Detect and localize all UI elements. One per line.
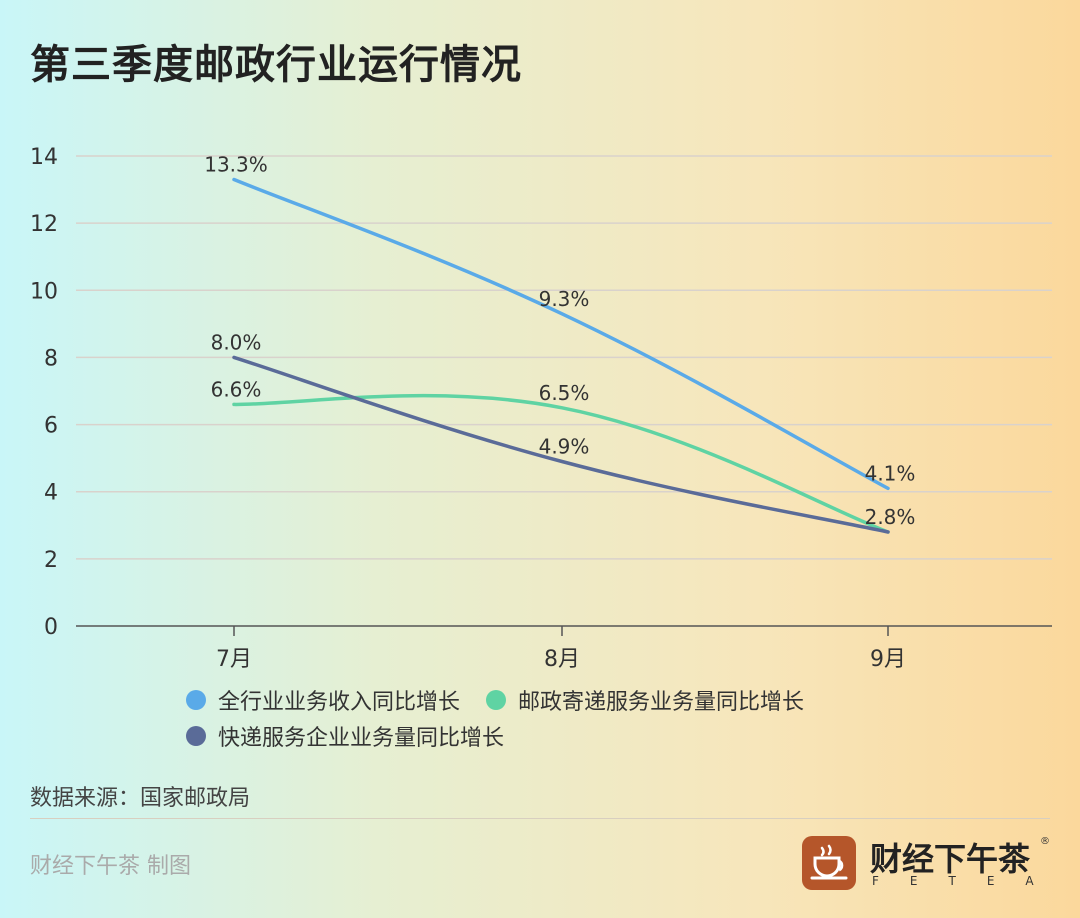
y-tick-label: 14	[30, 145, 58, 170]
data-label-revenue: 9.3%	[539, 287, 590, 311]
legend-item-express: 快递服务企业业务量同比增长	[186, 720, 504, 752]
credit-text: 财经下午茶 制图	[30, 854, 191, 879]
legend-row-1: 全行业业务收入同比增长 邮政寄递服务业务量同比增长	[186, 682, 986, 718]
y-tick-label: 0	[44, 615, 58, 640]
legend: 全行业业务收入同比增长 邮政寄递服务业务量同比增长 快递服务企业业务量同比增长	[186, 682, 986, 754]
legend-item-postal: 邮政寄递服务业务量同比增长	[486, 684, 804, 716]
x-tick-label: 7月	[216, 647, 252, 672]
y-tick-label: 12	[30, 212, 58, 237]
divider	[30, 818, 1050, 819]
y-tick-label: 2	[44, 548, 58, 573]
data-label-revenue: 13.3%	[204, 153, 268, 177]
legend-label-postal: 邮政寄递服务业务量同比增长	[518, 690, 805, 715]
legend-row-2: 快递服务企业业务量同比增长	[186, 718, 986, 754]
legend-item-revenue: 全行业业务收入同比增长	[186, 684, 460, 716]
data-label-postal: 6.5%	[539, 381, 590, 405]
legend-label-revenue: 全行业业务收入同比增长	[218, 690, 461, 715]
y-tick-label: 10	[30, 279, 58, 304]
x-tick-label: 9月	[870, 647, 906, 672]
data-label-postal: 2.8%	[865, 505, 916, 529]
line-chart: 0 2 4 6 8 10 12 14 7月 8月 9月 13.3% 9.3% 4.1% 6.6% 6.5% 2.…	[30, 145, 1052, 672]
series-line-revenue	[232, 177, 890, 491]
chart-title: 第三季度邮政行业运行情况	[30, 42, 522, 88]
legend-label-express: 快递服务企业业务量同比增长	[218, 726, 505, 751]
legend-dot-postal	[486, 690, 507, 710]
x-tick-label: 8月	[544, 647, 580, 672]
data-label-revenue: 4.1%	[865, 461, 916, 485]
coffee-cup-icon	[802, 836, 856, 890]
registered-mark: ®	[1040, 836, 1050, 847]
y-tick-label: 4	[44, 481, 58, 506]
brand-name: 财经下午茶	[870, 840, 1031, 878]
data-label-postal: 6.6%	[211, 377, 262, 401]
legend-dot-express	[186, 726, 206, 746]
data-source: 数据来源：国家邮政局	[30, 786, 251, 811]
data-label-express: 8.0%	[211, 330, 262, 354]
y-tick-label: 6	[44, 414, 58, 439]
brand-subtitle: FETEA	[872, 874, 1065, 888]
data-label-express: 4.9%	[539, 435, 590, 459]
legend-dot-revenue	[186, 690, 206, 710]
y-tick-label: 8	[44, 346, 58, 371]
